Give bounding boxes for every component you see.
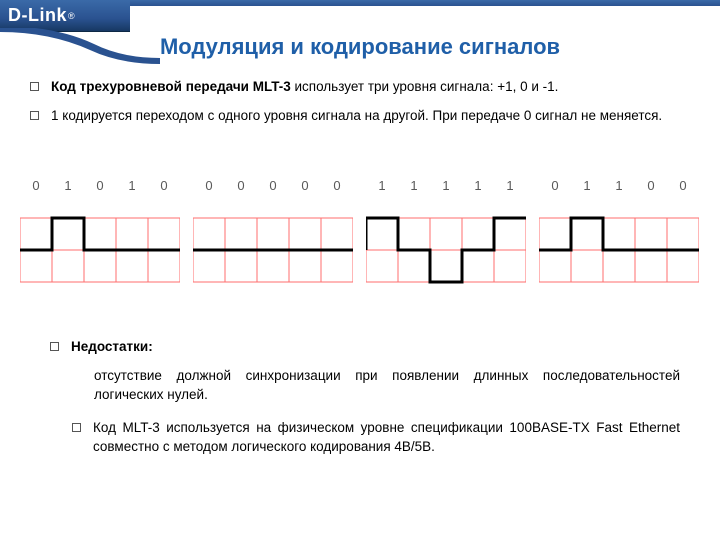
signal-svg [193, 200, 353, 300]
bullet-1-rest: использует три уровня сигнала: +1, 0 и -… [291, 79, 559, 94]
bit-label: 1 [494, 178, 526, 193]
signal-panel: 01010 [20, 178, 180, 308]
logo-reg: ® [68, 11, 75, 21]
bit-label: 1 [462, 178, 494, 193]
bit-label: 0 [225, 178, 257, 193]
bullet-square-icon [50, 342, 59, 351]
signal-panel: 00000 [193, 178, 353, 308]
disadvantages-label: Недостатки: [71, 338, 680, 357]
bit-label: 1 [116, 178, 148, 193]
bit-label: 0 [289, 178, 321, 193]
bit-label: 0 [321, 178, 353, 193]
bit-label: 0 [539, 178, 571, 193]
bit-labels: 01100 [539, 178, 699, 193]
bullet-1-bold: Код трехуровневой передачи MLT-3 [51, 79, 291, 94]
disadvantages-head: Недостатки: [50, 338, 680, 357]
bit-label: 0 [193, 178, 225, 193]
signal-panel: 11111 [366, 178, 526, 308]
bit-label: 1 [366, 178, 398, 193]
bit-label: 0 [257, 178, 289, 193]
bullet-1: Код трехуровневой передачи MLT-3 использ… [30, 78, 690, 97]
logo-text: D-Link [8, 5, 67, 26]
sub-bullet-1: отсутствие должной синхронизации при поя… [72, 367, 680, 405]
bullet-1-text: Код трехуровневой передачи MLT-3 использ… [51, 78, 690, 97]
bit-labels: 01010 [20, 178, 180, 193]
bit-label: 0 [20, 178, 52, 193]
signal-diagram: 01010000001111101100 [20, 178, 700, 308]
title-text: Модуляция и кодирование сигналов [160, 34, 560, 59]
signal-svg [20, 200, 180, 300]
sub-1-text: отсутствие должной синхронизации при поя… [94, 367, 680, 405]
signal-panel: 01100 [539, 178, 699, 308]
bit-label: 0 [667, 178, 699, 193]
bit-label: 0 [635, 178, 667, 193]
signal-svg [539, 200, 699, 300]
content-block: Код трехуровневой передачи MLT-3 использ… [30, 78, 690, 136]
top-stripe [130, 0, 720, 6]
lower-block: Недостатки: отсутствие должной синхрониз… [50, 338, 680, 464]
bit-label: 1 [603, 178, 635, 193]
sub-2-text: Код MLT-3 используется на физическом уро… [93, 419, 680, 457]
bit-label: 0 [148, 178, 180, 193]
bit-label: 1 [571, 178, 603, 193]
sub-bullet-2: Код MLT-3 используется на физическом уро… [72, 419, 680, 457]
bit-labels: 11111 [366, 178, 526, 193]
bit-label: 1 [52, 178, 84, 193]
bullet-2-text: 1 кодируется переходом с одного уровня с… [51, 107, 690, 126]
signal-svg [366, 200, 526, 300]
page-title: Модуляция и кодирование сигналов [0, 34, 720, 60]
bit-label: 1 [430, 178, 462, 193]
bullet-square-icon [72, 423, 81, 432]
bit-labels: 00000 [193, 178, 353, 193]
bullet-square-icon [30, 82, 39, 91]
bullet-square-icon [30, 111, 39, 120]
bit-label: 1 [398, 178, 430, 193]
bit-label: 0 [84, 178, 116, 193]
bullet-2: 1 кодируется переходом с одного уровня с… [30, 107, 690, 126]
